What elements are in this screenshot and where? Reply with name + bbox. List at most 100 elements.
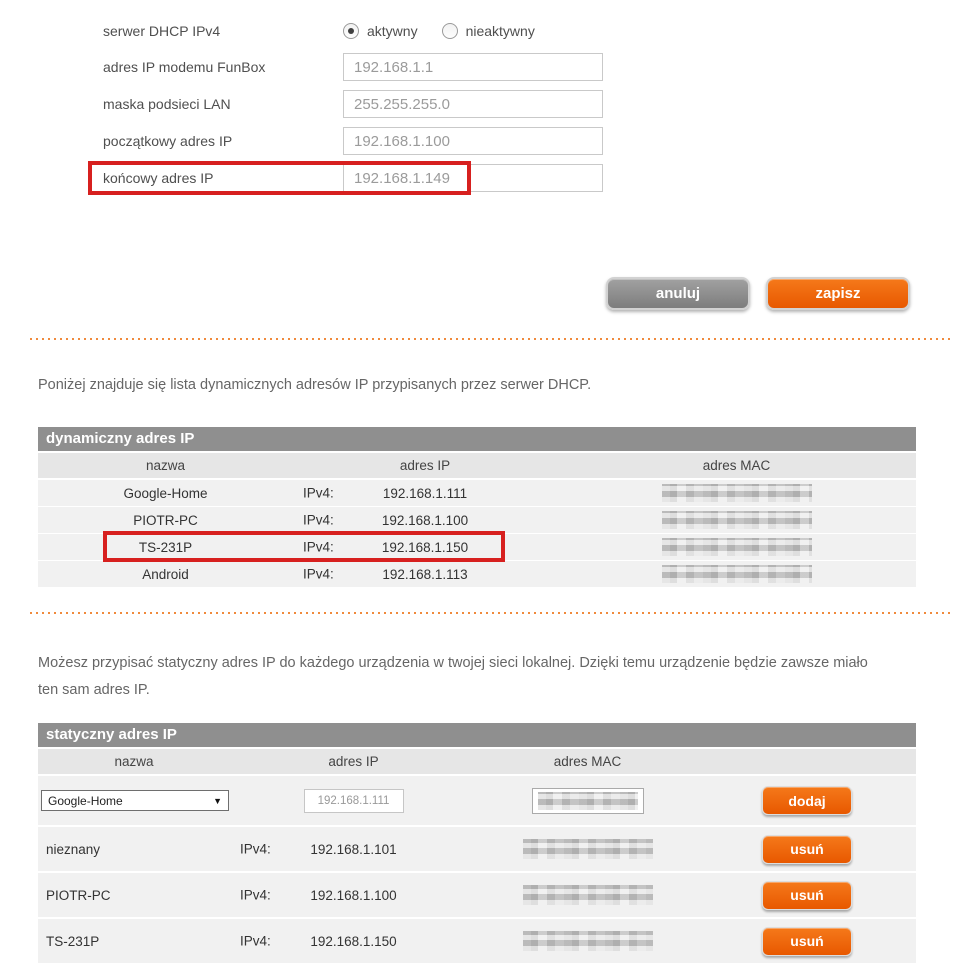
dhcp-server-label: serwer DHCP IPv4	[103, 23, 221, 39]
chevron-down-icon: ▼	[213, 795, 222, 806]
ip-value: 192.168.1.111	[382, 485, 468, 501]
ip-version-label: IPv4:	[240, 887, 271, 903]
ip-value: 192.168.1.113	[382, 566, 468, 582]
ip-value: 192.168.1.150	[310, 933, 397, 949]
mac-cell	[477, 919, 698, 963]
mac-cell	[557, 480, 916, 506]
ip-value: 192.168.1.100	[310, 887, 397, 903]
end-ip-input[interactable]	[343, 164, 603, 192]
dynamic-table-header: nazwa adres IP adres MAC	[38, 453, 916, 478]
mac-cell	[477, 873, 698, 917]
column-header-ip: adres IP	[328, 754, 379, 769]
column-header-name: nazwa	[145, 458, 186, 473]
subnet-mask-input[interactable]	[343, 90, 603, 118]
device-name: nieznany	[46, 841, 101, 857]
ip-version-label: IPv4:	[240, 933, 271, 949]
table-row: PIOTR-PC IPv4: 192.168.1.100	[38, 507, 916, 533]
device-name: PIOTR-PC	[46, 887, 111, 903]
dynamic-table-title: dynamiczny adres IP	[38, 427, 916, 451]
ip-version-label: IPv4:	[303, 566, 334, 582]
ip-cell: IPv4: 192.168.1.100	[293, 507, 557, 533]
subnet-mask-label: maska podsieci LAN	[103, 96, 231, 112]
column-header-mac: adres MAC	[553, 754, 622, 769]
ip-version-label: IPv4:	[303, 539, 334, 555]
form-row-dhcp-server: serwer DHCP IPv4 aktywny nieaktywny	[103, 16, 559, 46]
radio-active-icon[interactable]	[343, 23, 359, 39]
device-name: TS-231P	[46, 933, 100, 949]
static-ip-input[interactable]	[303, 788, 404, 813]
remove-button[interactable]: usuń	[762, 926, 852, 956]
dynamic-list-description: Poniżej znajduje się lista dynamicznych …	[38, 377, 592, 393]
ip-cell: IPv4: 192.168.1.113	[293, 561, 557, 587]
mac-cell	[477, 827, 698, 871]
remove-button[interactable]: usuń	[762, 880, 852, 910]
save-button[interactable]: zapisz	[766, 277, 910, 310]
device-select-value: Google-Home	[48, 793, 123, 808]
mac-blur	[661, 538, 812, 556]
ip-cell: IPv4: 192.168.1.101	[230, 827, 477, 871]
dynamic-ip-table: dynamiczny adres IP nazwa adres IP adres…	[38, 427, 916, 588]
table-row: PIOTR-PC IPv4: 192.168.1.100 usuń	[38, 873, 916, 917]
radio-inactive-icon[interactable]	[441, 23, 458, 39]
ip-cell: IPv4: 192.168.1.111	[293, 480, 557, 506]
ip-value: 192.168.1.101	[310, 841, 397, 857]
annotation-highlight-ts231p	[103, 531, 505, 562]
mac-blur	[522, 839, 653, 859]
device-select[interactable]: Google-Home ▼	[41, 790, 229, 811]
device-name: Google-Home	[123, 485, 208, 501]
mac-cell	[557, 534, 916, 560]
mac-blur	[522, 885, 653, 905]
static-table-title: statyczny adres IP	[38, 723, 916, 747]
table-row: nieznany IPv4: 192.168.1.101 usuń	[38, 827, 916, 871]
ip-version-label: IPv4:	[303, 485, 334, 501]
modem-ip-label: adres IP modemu FunBox	[103, 59, 266, 75]
add-static-ip-row: Google-Home ▼ dodaj	[38, 776, 916, 825]
column-header-ip: adres IP	[399, 458, 451, 473]
radio-active-label: aktywny	[367, 23, 418, 39]
ip-version-label: IPv4:	[303, 512, 334, 528]
mac-blur	[661, 511, 812, 529]
static-ip-description-line2: ten sam adres IP.	[38, 682, 150, 698]
radio-option-active[interactable]: aktywny	[343, 23, 418, 39]
dotted-divider	[30, 612, 950, 614]
device-name: Android	[142, 566, 189, 582]
column-header-mac: adres MAC	[702, 458, 771, 473]
start-ip-label: początkowy adres IP	[103, 133, 233, 149]
device-name: PIOTR-PC	[133, 512, 198, 528]
remove-button[interactable]: usuń	[762, 834, 852, 864]
mac-blur	[661, 484, 812, 502]
device-name: TS-231P	[138, 539, 193, 555]
ip-cell: IPv4: 192.168.1.150	[293, 534, 557, 560]
mac-cell	[557, 561, 916, 587]
form-row-start-ip: początkowy adres IP	[103, 126, 603, 156]
modem-ip-input[interactable]	[343, 53, 603, 81]
static-table-header: nazwa adres IP adres MAC	[38, 749, 916, 774]
end-ip-label: końcowy adres IP	[103, 170, 214, 186]
form-row-modem-ip: adres IP modemu FunBox	[103, 52, 603, 82]
mac-blur	[537, 791, 638, 810]
table-row: Google-Home IPv4: 192.168.1.111	[38, 480, 916, 506]
static-ip-table: statyczny adres IP nazwa adres IP adres …	[38, 723, 916, 965]
annotation-highlight-end-ip	[88, 161, 471, 195]
ip-cell: IPv4: 192.168.1.150	[230, 919, 477, 963]
column-header-name: nazwa	[114, 754, 154, 769]
ip-value: 192.168.1.100	[381, 512, 469, 528]
static-ip-description-line1: Możesz przypisać statyczny adres IP do k…	[38, 655, 868, 671]
radio-option-inactive[interactable]: nieaktywny	[441, 23, 535, 39]
table-row: TS-231P IPv4: 192.168.1.150 usuń	[38, 919, 916, 963]
mac-cell	[557, 507, 916, 533]
static-mac-input[interactable]	[531, 787, 644, 814]
start-ip-input[interactable]	[343, 127, 603, 155]
mac-blur	[522, 931, 653, 951]
form-row-subnet-mask: maska podsieci LAN	[103, 89, 603, 119]
ip-cell: IPv4: 192.168.1.100	[230, 873, 477, 917]
radio-inactive-label: nieaktywny	[465, 23, 535, 39]
cancel-button[interactable]: anuluj	[606, 277, 750, 310]
ip-value: 192.168.1.150	[381, 539, 469, 555]
table-row-highlighted: TS-231P IPv4: 192.168.1.150	[38, 534, 916, 560]
add-button[interactable]: dodaj	[762, 786, 852, 815]
table-row: Android IPv4: 192.168.1.113	[38, 561, 916, 587]
ip-version-label: IPv4:	[240, 841, 271, 857]
form-row-end-ip: końcowy adres IP	[103, 163, 603, 193]
